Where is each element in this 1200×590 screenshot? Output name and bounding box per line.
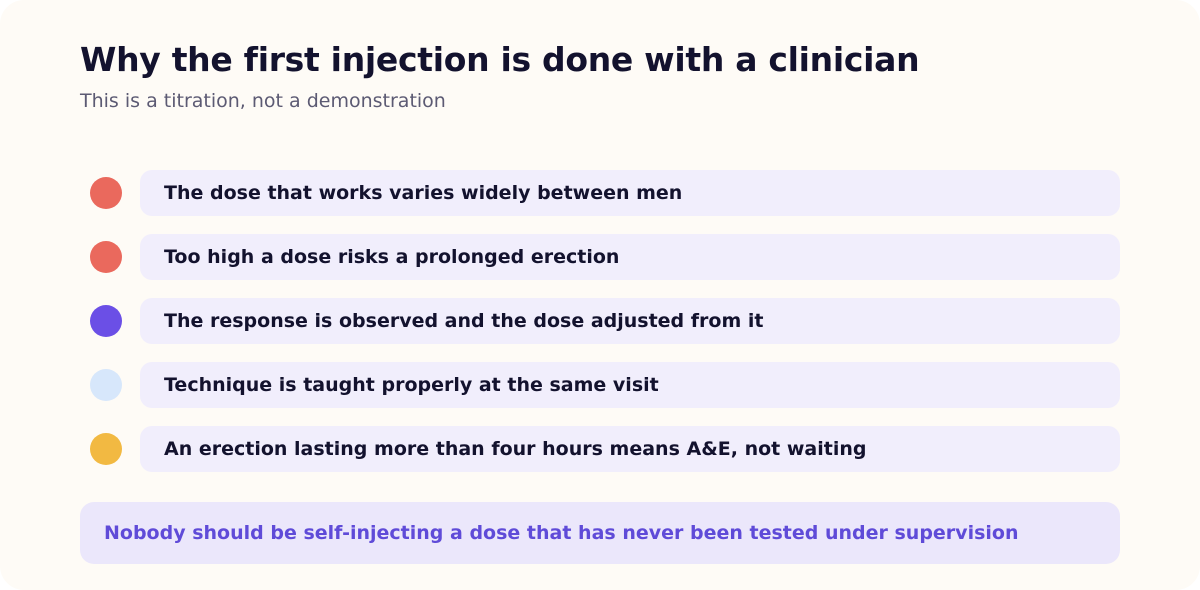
point-text: Technique is taught properly at the same… [164, 374, 659, 396]
list-item: The response is observed and the dose ad… [90, 298, 1120, 344]
list-item: Too high a dose risks a prolonged erecti… [90, 234, 1120, 280]
point-text: Too high a dose risks a prolonged erecti… [164, 246, 620, 268]
point-pill: The response is observed and the dose ad… [140, 298, 1120, 344]
point-text: The response is observed and the dose ad… [164, 310, 764, 332]
list-item: An erection lasting more than four hours… [90, 426, 1120, 472]
point-pill: An erection lasting more than four hours… [140, 426, 1120, 472]
point-pill: Too high a dose risks a prolonged erecti… [140, 234, 1120, 280]
point-pill: Technique is taught properly at the same… [140, 362, 1120, 408]
point-text: The dose that works varies widely betwee… [164, 182, 683, 204]
bullet-dot-icon [90, 177, 122, 209]
callout-text: Nobody should be self-injecting a dose t… [104, 522, 1019, 544]
key-points-list: The dose that works varies widely betwee… [90, 170, 1120, 490]
bullet-dot-icon [90, 305, 122, 337]
list-item: The dose that works varies widely betwee… [90, 170, 1120, 216]
bullet-dot-icon [90, 241, 122, 273]
point-pill: The dose that works varies widely betwee… [140, 170, 1120, 216]
bullet-dot-icon [90, 433, 122, 465]
bullet-dot-icon [90, 369, 122, 401]
summary-callout: Nobody should be self-injecting a dose t… [80, 502, 1120, 564]
point-text: An erection lasting more than four hours… [164, 438, 867, 460]
page-subtitle: This is a titration, not a demonstration [80, 90, 446, 112]
page-title: Why the first injection is done with a c… [80, 40, 920, 79]
list-item: Technique is taught properly at the same… [90, 362, 1120, 408]
